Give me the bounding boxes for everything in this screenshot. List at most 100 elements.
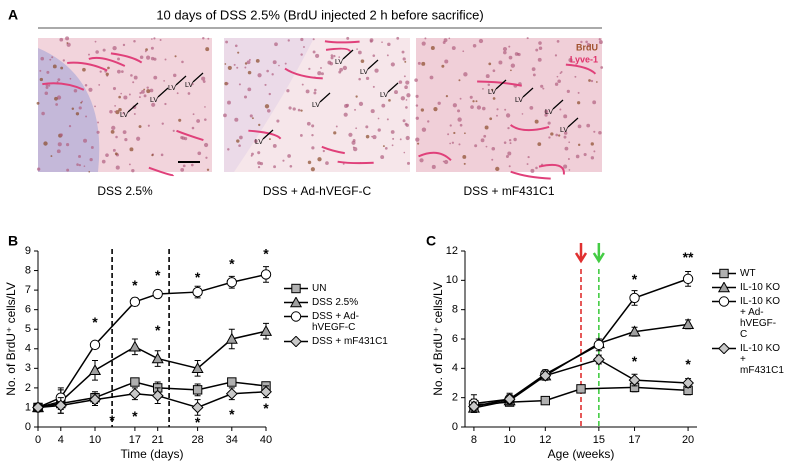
nucleus: [505, 113, 511, 118]
nucleus: [206, 168, 210, 171]
nucleus: [462, 155, 467, 159]
nucleus: [508, 139, 512, 142]
nucleus: [377, 117, 380, 120]
nucleus: [346, 36, 350, 40]
y-tick-label: 0: [452, 421, 458, 433]
nucleus: [192, 113, 195, 116]
nucleus: [330, 54, 334, 57]
nucleus: [110, 130, 115, 134]
nucleus: [329, 61, 334, 66]
nucleus: [482, 88, 484, 90]
nucleus: [542, 87, 545, 90]
marker: [32, 401, 44, 414]
nucleus: [180, 168, 185, 172]
marker: [88, 364, 102, 375]
series-line: [37, 381, 267, 409]
nucleus: [339, 67, 343, 72]
significance: *: [92, 314, 98, 330]
nucleus: [66, 42, 69, 44]
marker: [629, 292, 640, 304]
lv-label: LV: [515, 97, 523, 104]
nucleus: [227, 65, 232, 70]
legend-swatch: [712, 268, 736, 279]
micrograph: LV LV LV LV: [414, 37, 604, 180]
x-tick-label: 10: [89, 434, 101, 446]
nucleus: [164, 58, 167, 61]
nucleus: [457, 117, 462, 122]
nucleus: [433, 107, 438, 112]
nucleus: [161, 122, 164, 125]
nucleus: [153, 75, 158, 80]
nucleus: [382, 145, 385, 148]
nucleus: [62, 59, 66, 62]
nucleus: [138, 96, 141, 99]
significance: *: [132, 408, 138, 424]
nucleus: [386, 118, 389, 121]
marker: [130, 377, 140, 387]
nucleus: [51, 56, 54, 59]
nucleus: [114, 152, 118, 156]
nucleus: [69, 77, 72, 80]
nucleus: [141, 89, 145, 94]
nucleus: [504, 108, 507, 111]
nucleus: [459, 123, 463, 127]
nucleus: [592, 100, 597, 105]
nucleus: [399, 138, 402, 141]
panel-label: C: [426, 233, 436, 249]
marker: [290, 336, 302, 347]
nucleus: [507, 126, 510, 130]
nucleus: [116, 69, 121, 74]
nucleus: [404, 85, 408, 90]
nucleus: [447, 133, 450, 136]
significance: *: [263, 246, 269, 262]
nucleus: [48, 84, 51, 87]
nucleus: [207, 37, 210, 40]
nucleus: [595, 81, 598, 83]
nucleus: [133, 75, 138, 80]
marker: [291, 283, 301, 294]
legend: UN DSS 2.5% DSS + Ad-hVEGF-C DSS + mF431C1: [284, 283, 394, 350]
nucleus: [234, 44, 238, 48]
x-tick-label: 15: [593, 434, 605, 446]
series-line: [37, 391, 267, 409]
x-tick-label: 17: [628, 434, 640, 446]
nucleus: [143, 94, 147, 98]
reference-arrow: [574, 243, 588, 264]
nucleus: [386, 54, 389, 57]
nucleus: [95, 50, 99, 54]
nucleus: [122, 112, 125, 115]
nucleus: [284, 62, 287, 65]
nucleus: [224, 63, 227, 65]
y-axis-label: No. of BrdU⁺ cells/LV: [431, 282, 445, 395]
nucleus: [377, 128, 381, 132]
nucleus: [43, 141, 48, 146]
lv-label: LV: [488, 89, 496, 96]
nucleus: [97, 121, 99, 124]
nucleus: [225, 40, 228, 44]
nucleus: [146, 86, 149, 89]
nucleus: [151, 102, 156, 107]
nucleus: [534, 119, 539, 124]
nucleus: [83, 165, 86, 167]
x-tick-label: 0: [35, 434, 41, 446]
nucleus: [333, 131, 337, 135]
nucleus: [370, 109, 375, 114]
nucleus: [65, 143, 70, 147]
nucleus: [338, 56, 341, 58]
nucleus: [197, 151, 202, 156]
y-tick-label: 6: [25, 304, 31, 316]
nucleus: [485, 145, 488, 148]
nucleus: [268, 138, 271, 141]
nucleus: [526, 163, 529, 166]
nucleus: [120, 92, 122, 95]
nucleus: [150, 46, 154, 50]
nucleus: [90, 146, 94, 149]
significance: *: [632, 271, 638, 287]
nucleus: [250, 154, 253, 157]
nucleus: [403, 75, 406, 78]
nucleus: [517, 52, 520, 56]
nucleus: [544, 109, 549, 114]
nucleus: [325, 161, 329, 165]
nucleus: [563, 164, 568, 169]
lv-arrow: [367, 59, 379, 70]
